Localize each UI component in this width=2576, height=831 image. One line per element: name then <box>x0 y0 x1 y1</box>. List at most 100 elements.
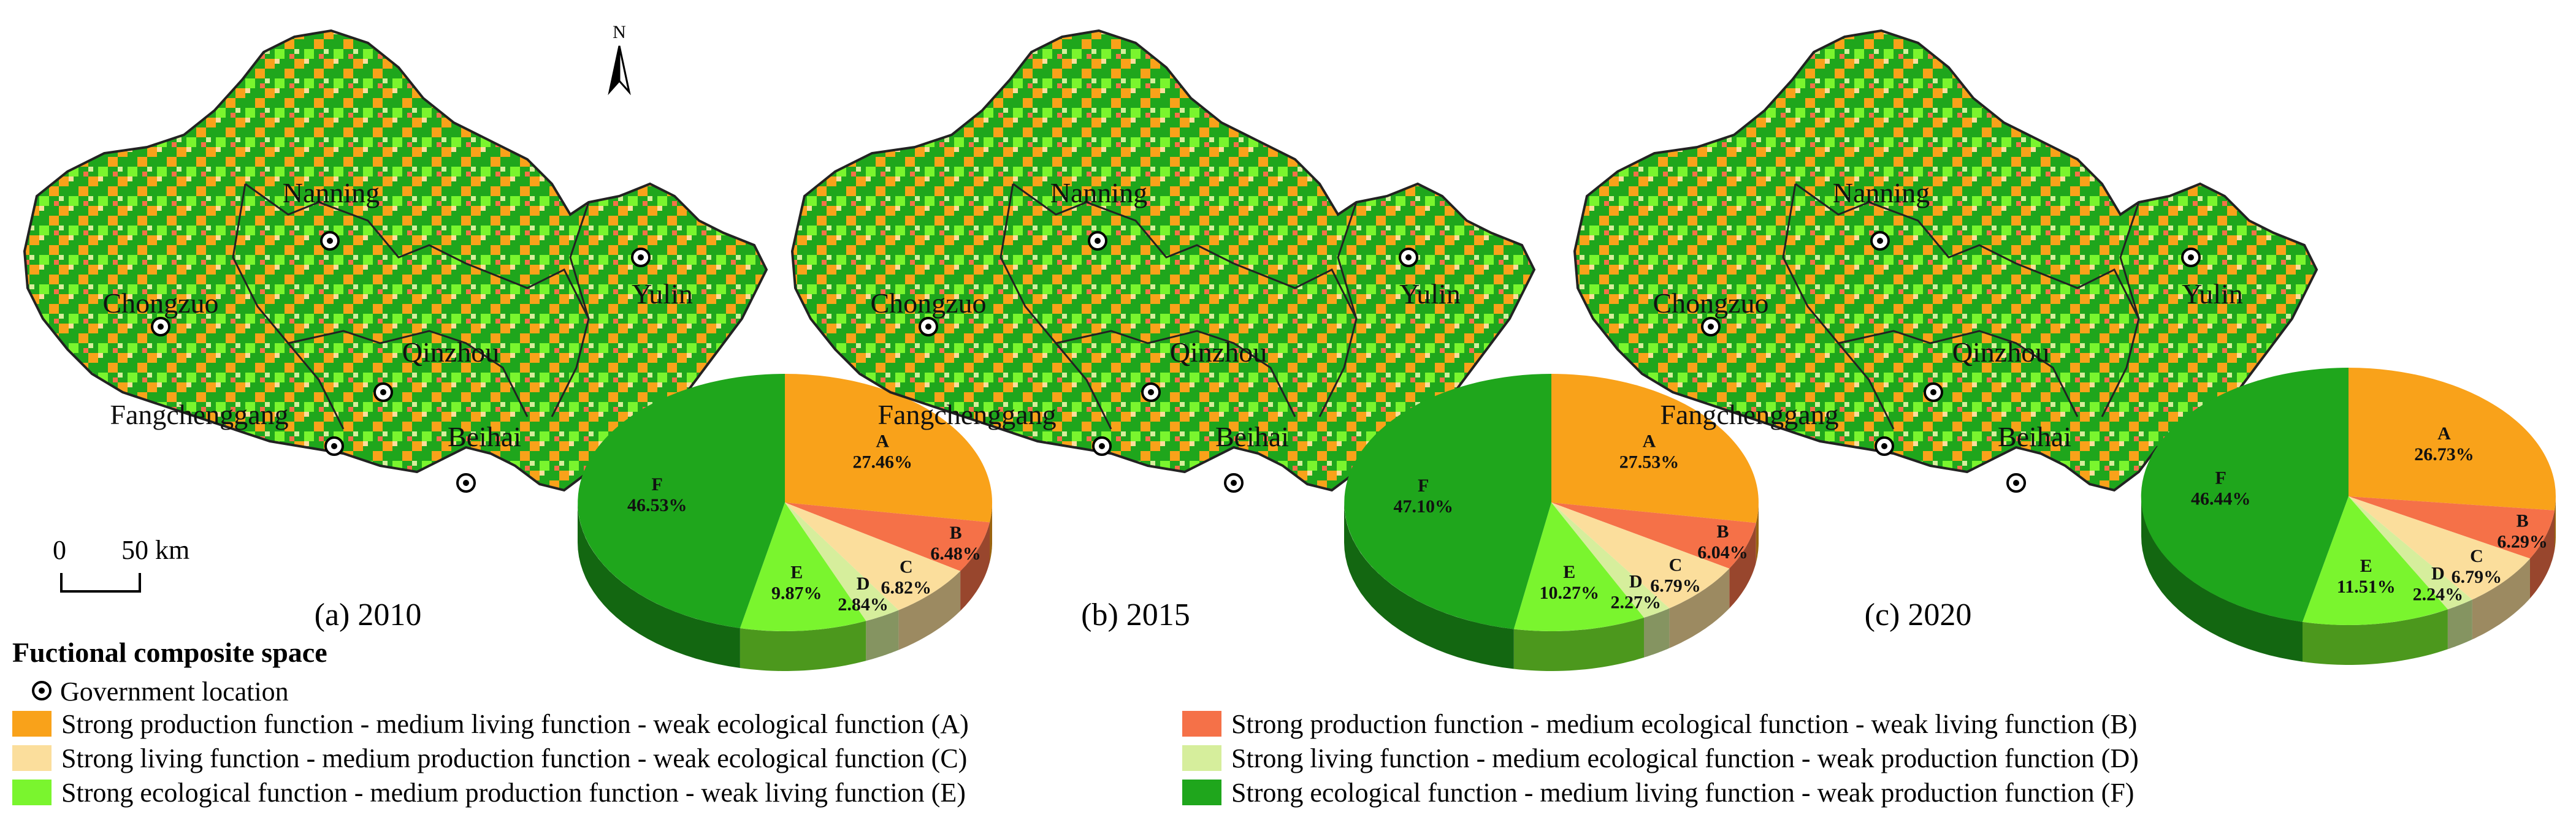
gov-location-marker <box>1399 248 1418 267</box>
pie-slice-D <box>1551 503 1670 618</box>
legend-item-C: Strong living function - medium producti… <box>12 743 967 773</box>
gov-location-marker <box>1701 317 1721 336</box>
gov-location-marker <box>151 317 170 336</box>
pie-side-C <box>898 571 961 650</box>
svg-text:6.79%: 6.79% <box>1650 576 1701 596</box>
legend-label-F: Strong ecological function - medium livi… <box>1231 778 2134 808</box>
scale-distance: 50 km <box>121 535 189 565</box>
legend-swatch-C <box>12 745 52 771</box>
study-area-map <box>23 29 768 492</box>
svg-text:9.87%: 9.87% <box>771 583 822 604</box>
pie-side-C <box>1669 568 1730 648</box>
svg-text:2.27%: 2.27% <box>1610 593 1661 613</box>
legend-item-A: Strong production function - medium livi… <box>12 709 969 739</box>
gov-location-marker <box>373 382 393 402</box>
pie-slice-A <box>785 374 993 523</box>
pie-label-A: A27.53% <box>1619 431 1680 472</box>
gov-location-marker <box>1088 231 1107 251</box>
pie-chart-3: A26.73%B6.29%C6.79%D2.24%E11.51%F46.44% <box>2141 367 2556 665</box>
district-boundary <box>1337 202 1358 319</box>
svg-text:C: C <box>2470 546 2483 566</box>
pie-chart-1: A27.46%B6.48%C6.82%D2.84%E9.87%F46.53% <box>578 374 993 671</box>
svg-text:11.51%: 11.51% <box>2337 577 2396 597</box>
svg-text:47.10%: 47.10% <box>1394 496 1454 517</box>
pie-slice-A <box>2349 368 2556 510</box>
svg-text:A: A <box>1643 431 1656 452</box>
district-boundary <box>1782 183 1895 430</box>
pie-side-B <box>1729 523 1756 609</box>
svg-text:C: C <box>900 557 913 577</box>
pie-label-C: C6.79% <box>2452 546 2502 587</box>
district-boundary <box>1233 262 1358 417</box>
pie-label-B: B6.29% <box>2497 511 2548 552</box>
svg-text:F: F <box>1418 476 1429 496</box>
pie-slice-B <box>2349 496 2555 559</box>
pie-slice-D <box>2349 496 2472 610</box>
pie-side-B <box>960 522 990 611</box>
svg-text:2.84%: 2.84% <box>838 594 889 615</box>
pie-slice-C <box>1551 503 1730 609</box>
pie-slice-F <box>2141 367 2349 622</box>
pie-side-A <box>1756 503 1759 563</box>
pie-slice-B <box>1551 503 1756 569</box>
city-label-chongzuo: Chongzuo <box>870 287 986 319</box>
scale-zero: 0 <box>53 535 66 565</box>
gov-location-label: Government location <box>60 677 289 707</box>
svg-text:6.04%: 6.04% <box>1697 542 1748 563</box>
svg-text:6.29%: 6.29% <box>2497 532 2548 552</box>
city-label-beihai: Beihai <box>448 421 521 452</box>
pie-slice-B <box>785 503 990 571</box>
district-boundary <box>465 262 590 417</box>
legend-item-B: Strong production function - medium ecol… <box>1182 709 2137 739</box>
district-boundary <box>245 183 467 265</box>
pie-side-B <box>2530 510 2555 599</box>
city-label-beihai: Beihai <box>1998 421 2071 452</box>
city-label-yulin: Yulin <box>632 278 693 309</box>
svg-text:B: B <box>1716 522 1729 542</box>
legend-label-B: Strong production function - medium ecol… <box>1231 709 2137 739</box>
gov-location-legend-item: Government location <box>32 677 289 707</box>
gov-location-marker <box>1092 436 1112 456</box>
gov-location-marker <box>324 436 344 456</box>
district-boundary <box>232 183 345 430</box>
svg-text:E: E <box>790 563 803 583</box>
study-area-map <box>1573 29 2318 492</box>
pie-label-C: C6.82% <box>881 557 932 598</box>
svg-text:A: A <box>876 431 889 451</box>
city-label-fangchenggang: Fangchenggang <box>1660 399 1838 430</box>
pie-side-F <box>1344 503 1514 669</box>
gov-location-marker <box>1141 382 1161 402</box>
district-boundary <box>1012 183 1234 265</box>
pie-label-C: C6.79% <box>1650 555 1701 596</box>
legend-swatch-E <box>12 780 52 805</box>
gov-location-marker <box>1870 231 1890 251</box>
gov-location-marker <box>919 317 938 336</box>
pie-chart-2: A27.53% B6.04%C6.79%D2.27%E10.27% F47.10% <box>1344 374 1759 671</box>
legend-item-F: Strong ecological function - medium livi… <box>1182 778 2134 808</box>
district-boundary <box>288 330 529 417</box>
pie-label-D: D2.27% <box>1610 572 1661 613</box>
pie-side-D <box>1644 608 1670 658</box>
pie-side-F <box>2141 496 2303 662</box>
pie-side-E <box>2303 609 2448 665</box>
city-label-nanning: Nanning <box>1833 177 1930 208</box>
svg-text:46.44%: 46.44% <box>2191 489 2251 509</box>
city-label-fangchenggang: Fangchenggang <box>110 399 288 430</box>
panel-caption: (b) 2015 <box>1081 598 1190 632</box>
svg-text:27.53%: 27.53% <box>1619 452 1680 472</box>
pie-slice-D <box>785 503 899 621</box>
svg-text:D: D <box>2431 563 2445 583</box>
svg-text:B: B <box>2517 511 2529 531</box>
pie-label-E: E9.87% <box>771 563 822 604</box>
map-panel-3: Nanning Chongzuo Yulin Qinzhou Fangchenggang… <box>1573 29 2318 632</box>
svg-text:F: F <box>2215 468 2226 488</box>
svg-text:E: E <box>1563 562 1575 582</box>
pie-side-C <box>2472 558 2530 640</box>
map-panel-1: Nanning Chongzuo Yulin Qinzhou Fangchenggang… <box>23 29 768 632</box>
svg-text:26.73%: 26.73% <box>2414 444 2474 465</box>
gov-location-marker <box>1924 382 1943 402</box>
north-arrow: N <box>608 22 631 96</box>
pie-label-E: E10.27% <box>1540 562 1600 603</box>
svg-text:F: F <box>652 474 663 495</box>
